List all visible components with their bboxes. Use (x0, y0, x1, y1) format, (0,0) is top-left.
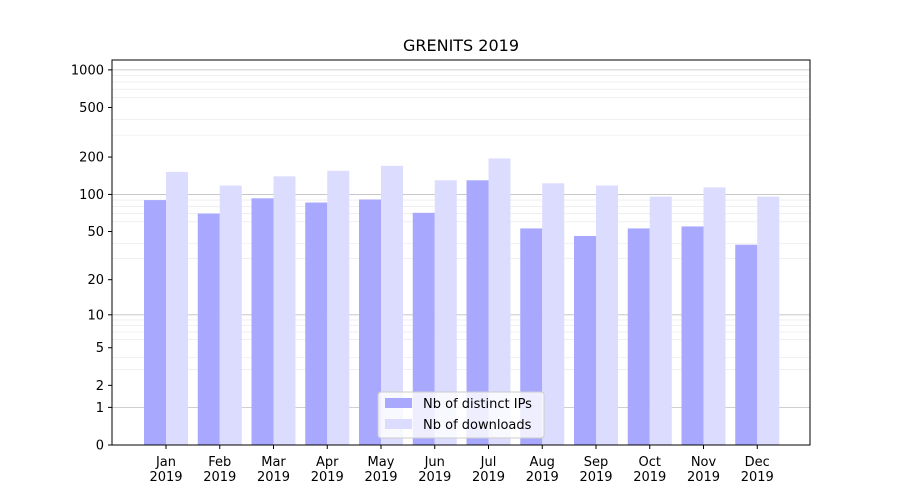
x-tick-label: Jan 2019 (149, 455, 182, 485)
bar-distinct-ips (412, 212, 435, 445)
bar-downloads (381, 165, 403, 446)
y-tick-label: 1 (96, 401, 104, 416)
bar-distinct-ips (305, 202, 328, 445)
x-tick-label: Nov 2019 (687, 455, 720, 485)
bar-downloads (596, 185, 618, 445)
bar-distinct-ips (144, 200, 166, 445)
legend-swatch-downloads (385, 419, 412, 429)
x-tick-label: Sep 2019 (579, 455, 612, 485)
bar-downloads (488, 158, 511, 445)
x-tick-label: Jul 2019 (472, 455, 505, 485)
x-tick-label: Feb 2019 (203, 455, 236, 485)
y-tick-label: 50 (87, 225, 104, 240)
x-tick-label: May 2019 (364, 455, 397, 485)
bar-downloads (649, 196, 672, 445)
bar-downloads (166, 171, 188, 445)
bar-distinct-ips (520, 228, 543, 445)
bar-distinct-ips (251, 198, 274, 445)
bar-distinct-ips (627, 228, 650, 445)
legend-swatch-distinct-ips (385, 398, 412, 408)
bar-downloads (434, 180, 457, 445)
bar-downloads (327, 170, 350, 446)
y-tick-label: 20 (87, 273, 104, 288)
legend-box (377, 391, 545, 439)
bar-distinct-ips (359, 199, 381, 445)
x-tick-label: Jun 2019 (418, 455, 451, 485)
bar-downloads (757, 196, 780, 445)
chart-title: GRENITS 2019 (403, 36, 519, 55)
y-tick-label: 1000 (71, 63, 104, 78)
y-tick-label: 500 (79, 101, 104, 116)
bar-downloads (703, 187, 726, 445)
x-tick-label: Oct 2019 (633, 455, 666, 485)
x-tick-label: Apr 2019 (311, 455, 344, 485)
x-tick-label: Mar 2019 (257, 455, 290, 485)
legend-label-downloads: Nb of downloads (423, 418, 532, 433)
bar-distinct-ips (574, 235, 596, 445)
y-tick-label: 10 (87, 308, 104, 323)
bar-distinct-ips (735, 244, 758, 445)
legend-label-distinct-ips: Nb of distinct IPs (423, 397, 532, 412)
bar-downloads (273, 176, 296, 445)
bar-downloads (219, 185, 242, 445)
y-tick-label: 0 (96, 439, 104, 454)
bar-distinct-ips (681, 226, 704, 445)
y-tick-label: 100 (79, 188, 104, 203)
x-axis: Jan 2019 Feb 2019 Mar 2019 Apr 2019 May 2019 Jun 20… (149, 445, 774, 485)
bar-downloads (542, 183, 565, 446)
y-tick-label: 5 (96, 341, 104, 356)
x-tick-label: Dec 2019 (741, 455, 774, 485)
bars (144, 158, 780, 446)
y-tick-label: 200 (79, 151, 104, 166)
bar-distinct-ips (466, 180, 489, 445)
legend: Nb of distinct IPs Nb of downloads (377, 391, 545, 439)
plot-frame (111, 59, 811, 446)
y-axis: 0 1 2 5 10 20 50 100 200 500 1000 (71, 63, 112, 454)
y-tick-label: 2 (96, 379, 104, 394)
bar-distinct-ips (197, 213, 220, 445)
x-tick-label: Aug 2019 (526, 455, 559, 485)
